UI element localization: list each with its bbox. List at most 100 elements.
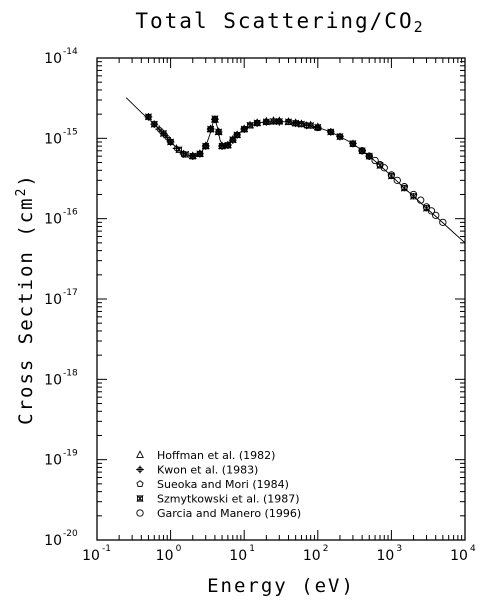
chart-title-main: Total Scattering/CO <box>135 9 413 33</box>
data-point <box>269 117 278 126</box>
y-axis-label-main: Cross Section (cm <box>15 196 37 424</box>
data-point <box>422 203 431 211</box>
x-tick-exponent: 2 <box>323 544 329 554</box>
data-point <box>314 123 322 131</box>
data-points <box>144 113 447 226</box>
legend: Hoffman et al. (1982)Kwon et al. (1983)S… <box>136 449 301 520</box>
data-point <box>207 125 215 133</box>
data-point <box>365 152 373 160</box>
legend-marker <box>136 494 144 503</box>
x-tick-label: 10 <box>303 548 321 564</box>
legend-marker <box>136 450 144 458</box>
data-point <box>400 183 409 191</box>
data-point <box>439 218 447 226</box>
data-point <box>215 128 223 136</box>
x-tick-exponent: 1 <box>249 544 255 554</box>
data-point <box>284 118 293 126</box>
data-point <box>432 211 440 219</box>
legend-marker <box>136 480 144 488</box>
x-tick-label: 10 <box>450 548 468 564</box>
data-point <box>155 125 163 133</box>
data-point <box>167 138 175 146</box>
data-point <box>292 119 300 127</box>
y-tick-exponent: -16 <box>63 208 78 218</box>
data-point <box>159 129 167 137</box>
minor-ticks <box>96 58 465 541</box>
data-point <box>253 119 261 127</box>
y-tick-label: 10 <box>44 292 62 308</box>
y-axis-label-superscript: 2 <box>14 187 29 197</box>
data-point <box>297 120 305 128</box>
legend-item: Hoffman et al. (1982) <box>136 449 275 462</box>
legend-label: Garcia and Manero (1996) <box>157 507 301 520</box>
y-tick-exponent: -18 <box>63 368 78 378</box>
y-tick-exponent: -14 <box>63 47 78 57</box>
data-point <box>336 133 344 141</box>
data-point <box>417 196 425 204</box>
data-point <box>175 146 183 154</box>
y-axis-label-close: ) <box>15 173 37 186</box>
data-point <box>400 184 408 192</box>
x-tick-exponent: 3 <box>396 544 402 554</box>
y-axis-label: Cross Section (cm2) <box>14 173 37 425</box>
data-point <box>387 172 395 180</box>
data-point <box>211 115 219 123</box>
data-point <box>150 120 158 128</box>
legend-label: Sueoka and Mori (1984) <box>157 478 289 491</box>
x-tick-label: 10 <box>229 548 247 564</box>
legend-label: Hoffman et al. (1982) <box>157 449 275 462</box>
y-tick-label: 10 <box>44 51 62 67</box>
chart-title-subscript: 2 <box>414 18 425 36</box>
x-tick-label: 10 <box>156 548 174 564</box>
data-point <box>387 171 396 179</box>
data-point <box>202 142 210 150</box>
y-tick-exponent: -15 <box>63 127 78 137</box>
data-point <box>246 121 254 129</box>
series-5 <box>358 147 447 226</box>
data-point <box>275 117 283 126</box>
data-point <box>182 150 190 158</box>
plot-frame <box>96 57 466 541</box>
data-point <box>409 190 418 199</box>
legend-label: Kwon et al. (1983) <box>157 464 258 477</box>
data-point <box>327 128 335 136</box>
x-tick-labels: 10 -1 10 0 10 1 10 2 10 3 10 4 <box>82 544 476 564</box>
legend-item: Szmytkowski et al. (1987) <box>136 493 300 506</box>
legend-item: Sueoka and Mori (1984) <box>136 478 289 491</box>
legend-item: Garcia and Manero (1996) <box>136 507 301 520</box>
x-tick-exponent: 0 <box>176 544 182 554</box>
data-point <box>358 147 366 155</box>
legend-marker <box>136 465 144 474</box>
legend-marker <box>136 509 144 517</box>
y-tick-label: 10 <box>44 453 62 469</box>
chart-title: Total Scattering/CO2 <box>135 9 424 36</box>
data-point <box>233 131 241 139</box>
data-point <box>218 142 226 150</box>
data-point <box>144 113 152 121</box>
y-tick-exponent: -19 <box>63 449 78 459</box>
data-point <box>393 176 401 184</box>
series-4 <box>144 113 431 212</box>
data-point <box>240 125 248 133</box>
data-point <box>163 133 172 142</box>
y-tick-label: 10 <box>44 131 62 147</box>
x-tick-label: 10 <box>376 548 394 564</box>
data-point <box>229 136 237 144</box>
y-tick-exponent: -20 <box>63 529 78 539</box>
x-tick-exponent: 4 <box>470 544 476 554</box>
data-point <box>196 150 204 158</box>
x-tick-label: 10 <box>82 548 100 564</box>
x-tick-exponent: -1 <box>102 544 111 554</box>
data-point <box>380 164 388 172</box>
y-tick-label: 10 <box>44 533 62 549</box>
data-point <box>189 152 197 160</box>
legend-label: Szmytkowski et al. (1987) <box>157 493 300 506</box>
x-axis-label: Energy (eV) <box>207 575 355 597</box>
legend-item: Kwon et al. (1983) <box>136 464 258 477</box>
data-point <box>307 122 315 130</box>
data-point <box>427 207 436 215</box>
y-tick-label: 10 <box>44 372 62 388</box>
y-tick-exponent: -17 <box>63 288 78 298</box>
